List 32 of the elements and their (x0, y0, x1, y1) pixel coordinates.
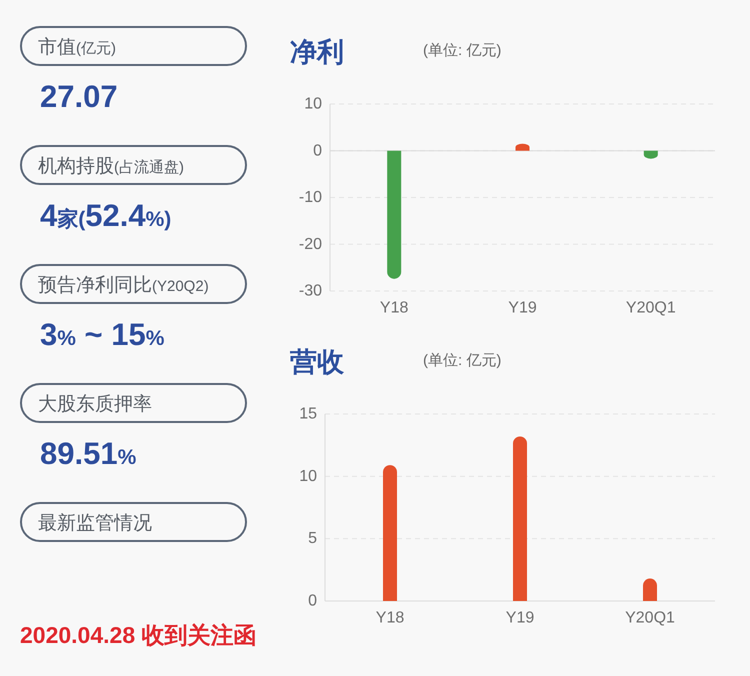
y-tick-label: 10 (304, 96, 322, 112)
y-tick-label: -20 (298, 236, 322, 253)
y-tick-label: 10 (299, 468, 318, 485)
text: 89.51% (40, 436, 137, 471)
text: 最新监管情况 (38, 512, 152, 534)
y-tick-label: 15 (299, 406, 318, 422)
text: 3% ~ 15% (40, 317, 165, 352)
x-tick-label: Y19 (508, 300, 537, 316)
chart-title: 净利 (290, 37, 344, 67)
y-tick-label: -10 (298, 189, 322, 206)
chart-subtitle: (单位: 亿元) (423, 352, 502, 369)
y-tick-label: -30 (298, 282, 322, 300)
bar (643, 578, 657, 601)
text: 市值(亿元) (38, 36, 116, 58)
chart-subtitle: (单位: 亿元) (423, 42, 502, 59)
x-tick-label: Y19 (506, 610, 534, 626)
x-tick-label: Y18 (380, 300, 409, 316)
bar (513, 436, 527, 601)
text: 27.07 (40, 79, 118, 114)
text: 大股东质押率 (38, 393, 152, 415)
x-tick-label: Y18 (376, 610, 404, 626)
x-tick-label: Y20Q1 (625, 610, 676, 626)
text: 预告净利同比(Y20Q2) (38, 275, 209, 296)
y-tick-label: 0 (308, 592, 318, 610)
text: 机构持股(占流通盘) (38, 156, 184, 177)
y-tick-label: 5 (308, 530, 318, 548)
y-tick-label: 0 (313, 142, 322, 160)
bar (383, 465, 397, 601)
chart-title: 营收 (289, 347, 345, 377)
x-tick-label: Y20Q1 (626, 300, 676, 316)
text: 2020.04.28 收到关注函 (20, 622, 257, 648)
text: 4家(52.4%) (40, 198, 172, 233)
